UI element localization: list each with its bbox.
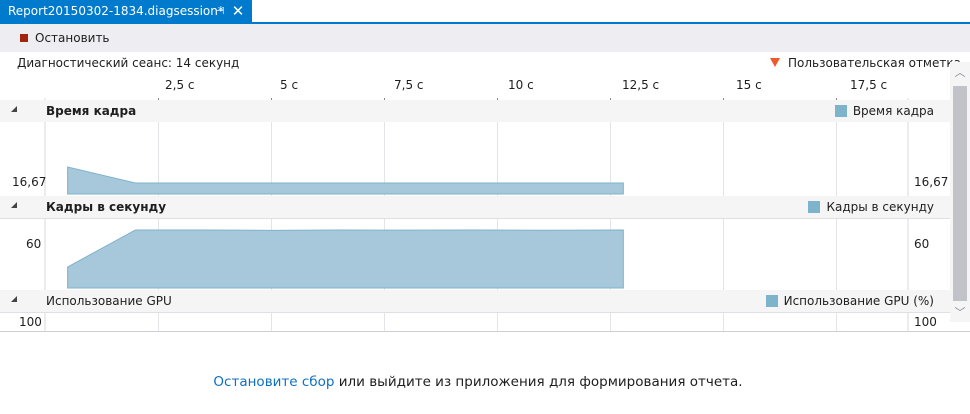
ruler-tick-label: 17,5 с: [850, 78, 888, 92]
section-header-frame-time[interactable]: Время кадра Время кадра: [0, 100, 950, 122]
legend-label: Кадры в секунду: [826, 200, 934, 214]
section-title: Время кадра: [46, 104, 137, 118]
legend-label: Время кадра: [852, 104, 934, 118]
session-duration-label: Диагностический сеанс: 14 секунд: [17, 56, 240, 70]
stop-button[interactable]: Остановить: [20, 31, 110, 45]
legend-swatch: [834, 105, 847, 117]
fps-area: [67, 229, 624, 289]
y-axis-label-left: 100: [19, 315, 42, 329]
ruler-tick-label: 2,5 с: [165, 78, 195, 92]
legend-frame-time: Время кадра: [834, 104, 934, 118]
report-message-rest: или выйдите из приложения для формирован…: [334, 374, 743, 390]
ruler-tick-label: 10 с: [508, 78, 534, 92]
ruler-tick-label: 12,5 с: [622, 78, 660, 92]
vertical-scrollbar[interactable]: ︿ ﹀: [950, 62, 970, 322]
session-bar: Диагностический сеанс: 14 секунд Пользов…: [0, 52, 970, 74]
close-icon[interactable]: ✕: [231, 2, 245, 20]
tab-title: Report20150302-1834.diagsession*: [8, 4, 224, 18]
report-message-pane: Остановите сбор или выйдите из приложени…: [0, 331, 970, 414]
user-mark-icon: [770, 58, 780, 67]
legend-gpu: Использование GPU (%): [765, 294, 934, 308]
frame-time-area: [67, 166, 624, 195]
y-axis-label-right: 60: [914, 237, 930, 251]
collapse-triangle-icon[interactable]: [11, 296, 17, 302]
ruler-tick-label: 15 с: [736, 78, 762, 92]
stop-button-label: Остановить: [35, 31, 110, 45]
y-axis-label-left: 16,67: [12, 175, 47, 189]
tab-diagsession[interactable]: Report20150302-1834.diagsession* ⊣ ✕: [0, 0, 252, 22]
legend-swatch: [808, 201, 821, 213]
pin-icon[interactable]: ⊣: [215, 5, 225, 17]
scroll-down-icon[interactable]: ﹀: [954, 306, 966, 319]
toolbar: Остановить: [0, 24, 970, 52]
ruler-tick-label: 7,5 с: [394, 78, 424, 92]
scroll-thumb[interactable]: [953, 86, 967, 301]
stop-collection-link[interactable]: Остановите сбор: [213, 374, 335, 390]
y-axis-label-right: 16,67: [914, 175, 949, 189]
series-layer: [67, 166, 624, 289]
time-ruler[interactable]: 2,5 с 5 с 7,5 с 10 с 12,5 с 15 с 17,5 с: [0, 74, 950, 98]
legend-swatch: [765, 295, 778, 307]
document-tabstrip: Report20150302-1834.diagsession* ⊣ ✕: [0, 0, 970, 24]
section-title: Использование GPU: [46, 294, 172, 308]
y-axis-label-right: 100: [914, 315, 937, 329]
y-axis-label-left: 60: [26, 237, 42, 251]
section-header-fps[interactable]: Кадры в секунду Кадры в секунду: [0, 196, 950, 218]
stop-icon: [20, 34, 28, 42]
user-mark-legend: Пользовательская отметка: [788, 56, 961, 70]
collapse-triangle-icon[interactable]: [11, 106, 17, 112]
legend-label: Использование GPU (%): [783, 294, 934, 308]
scroll-up-icon[interactable]: ︿: [954, 66, 966, 79]
ruler-tick-label: 5 с: [280, 78, 299, 92]
section-title: Кадры в секунду: [46, 200, 167, 214]
report-message: Остановите сбор или выйдите из приложени…: [0, 374, 956, 390]
collapse-triangle-icon[interactable]: [11, 202, 17, 208]
legend-fps: Кадры в секунду: [808, 200, 934, 214]
section-header-gpu[interactable]: Использование GPU Использование GPU (%): [0, 290, 950, 312]
